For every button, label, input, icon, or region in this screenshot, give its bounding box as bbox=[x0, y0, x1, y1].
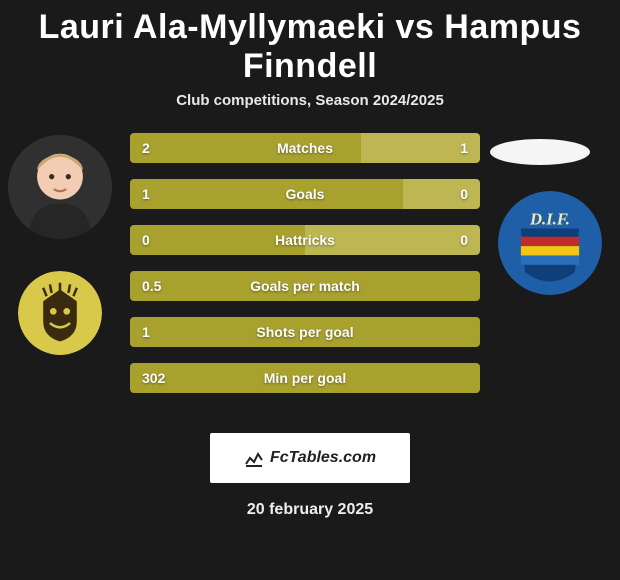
date-text: 20 february 2025 bbox=[0, 501, 620, 519]
bar-value-left: 0 bbox=[142, 225, 150, 255]
brand-text: FcTables.com bbox=[270, 449, 376, 467]
team-left-badge bbox=[18, 271, 102, 355]
bar-value-right: 0 bbox=[460, 225, 468, 255]
bar-label: Shots per goal bbox=[130, 317, 480, 347]
stat-row: Hattricks0 0 bbox=[130, 225, 480, 255]
comparison-panel: D.I.F. Matches21Goals10Hattricks00Goals … bbox=[0, 133, 620, 433]
bar-value-left: 0.5 bbox=[142, 271, 161, 301]
bar-value-right: 1 bbox=[460, 133, 468, 163]
bar-label: Goals bbox=[130, 179, 480, 209]
bar-value-left: 1 bbox=[142, 317, 150, 347]
team-right-text: D.I.F. bbox=[529, 209, 570, 228]
bar-label: Matches bbox=[130, 133, 480, 163]
bar-value-left: 302 bbox=[142, 363, 165, 393]
team-right-badge: D.I.F. bbox=[498, 191, 602, 295]
stat-row: Goals1 0 bbox=[130, 179, 480, 209]
branding-box: FcTables.com bbox=[210, 433, 410, 483]
bar-value-left: 1 bbox=[142, 179, 150, 209]
bar-label: Goals per match bbox=[130, 271, 480, 301]
stat-row: Goals per match0.5 bbox=[130, 271, 480, 301]
stat-row: Min per goal302 bbox=[130, 363, 480, 393]
stat-row: Matches2 1 bbox=[130, 133, 480, 163]
player-right-placeholder bbox=[490, 139, 590, 165]
bar-value-left: 2 bbox=[142, 133, 150, 163]
brand-icon bbox=[244, 448, 264, 468]
stat-row: Shots per goal1 bbox=[130, 317, 480, 347]
bar-label: Min per goal bbox=[130, 363, 480, 393]
page-title: Lauri Ala-Myllymaeki vs Hampus Finndell bbox=[0, 0, 620, 86]
stat-bars: Matches21Goals10Hattricks00Goals per mat… bbox=[130, 133, 480, 409]
player-left-photo bbox=[8, 135, 112, 239]
bar-label: Hattricks bbox=[130, 225, 480, 255]
bar-value-right: 0 bbox=[460, 179, 468, 209]
subtitle: Club competitions, Season 2024/2025 bbox=[0, 92, 620, 109]
